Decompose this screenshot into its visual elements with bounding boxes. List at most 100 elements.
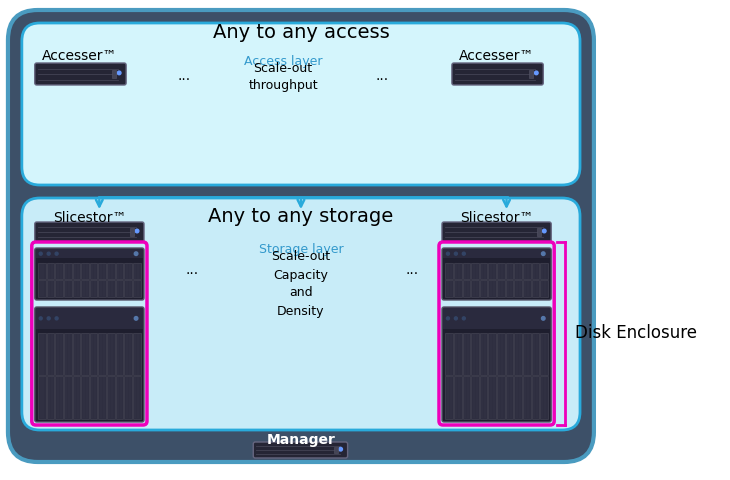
- Bar: [73, 280, 80, 297]
- FancyBboxPatch shape: [35, 248, 144, 300]
- FancyBboxPatch shape: [22, 23, 580, 185]
- Text: Any to any access: Any to any access: [212, 24, 389, 43]
- Bar: [64, 376, 72, 419]
- Bar: [133, 333, 141, 375]
- Bar: [107, 280, 115, 297]
- Bar: [488, 376, 496, 419]
- Bar: [531, 376, 539, 419]
- Bar: [523, 376, 531, 419]
- Bar: [497, 280, 504, 297]
- Bar: [47, 263, 55, 279]
- Text: Slicestor™: Slicestor™: [53, 211, 126, 225]
- Circle shape: [55, 317, 58, 320]
- Bar: [540, 263, 548, 279]
- Circle shape: [134, 252, 138, 255]
- Bar: [107, 376, 115, 419]
- Circle shape: [135, 229, 139, 233]
- Bar: [55, 376, 63, 419]
- Bar: [463, 280, 470, 297]
- Bar: [124, 333, 132, 375]
- Bar: [463, 376, 470, 419]
- Bar: [55, 333, 63, 375]
- Circle shape: [39, 252, 42, 255]
- Bar: [445, 333, 453, 375]
- Bar: [529, 70, 534, 78]
- Circle shape: [118, 71, 121, 75]
- Bar: [515, 333, 522, 375]
- Bar: [443, 249, 550, 258]
- Bar: [90, 263, 98, 279]
- Text: Any to any storage: Any to any storage: [208, 206, 393, 226]
- Circle shape: [454, 252, 458, 255]
- Circle shape: [462, 252, 465, 255]
- Circle shape: [454, 317, 458, 320]
- Text: ...: ...: [406, 263, 419, 277]
- Circle shape: [447, 317, 450, 320]
- Bar: [99, 263, 106, 279]
- Bar: [47, 376, 55, 419]
- Circle shape: [542, 316, 545, 320]
- Bar: [47, 280, 55, 297]
- Text: Access layer: Access layer: [244, 56, 323, 69]
- Circle shape: [55, 252, 58, 255]
- Bar: [537, 228, 541, 236]
- Bar: [488, 333, 496, 375]
- Bar: [488, 280, 496, 297]
- Text: Accesser™: Accesser™: [42, 49, 117, 63]
- Bar: [540, 376, 548, 419]
- Bar: [99, 280, 106, 297]
- Bar: [36, 308, 143, 329]
- Bar: [523, 263, 531, 279]
- Bar: [454, 280, 461, 297]
- Bar: [116, 280, 123, 297]
- Bar: [81, 333, 89, 375]
- Bar: [445, 263, 453, 279]
- Bar: [515, 376, 522, 419]
- Text: Disk Enclosure: Disk Enclosure: [575, 324, 697, 343]
- Bar: [506, 263, 513, 279]
- FancyBboxPatch shape: [442, 248, 551, 300]
- Bar: [38, 280, 46, 297]
- Bar: [443, 308, 550, 329]
- Bar: [506, 376, 513, 419]
- FancyBboxPatch shape: [253, 442, 347, 458]
- Bar: [124, 263, 132, 279]
- Text: ...: ...: [177, 69, 191, 83]
- Text: Scale-out
Capacity
and
Density: Scale-out Capacity and Density: [272, 251, 331, 317]
- Bar: [81, 263, 89, 279]
- Bar: [36, 249, 143, 258]
- Bar: [472, 280, 479, 297]
- Bar: [73, 263, 80, 279]
- Text: Scale-out
throughput: Scale-out throughput: [248, 62, 318, 92]
- Bar: [454, 376, 461, 419]
- Bar: [133, 263, 141, 279]
- Text: Manager: Manager: [266, 433, 335, 447]
- Bar: [133, 376, 141, 419]
- Bar: [55, 280, 63, 297]
- Bar: [90, 333, 98, 375]
- Text: Slicestor™: Slicestor™: [460, 211, 534, 225]
- Bar: [99, 333, 106, 375]
- FancyBboxPatch shape: [35, 222, 144, 242]
- Bar: [472, 333, 479, 375]
- Bar: [73, 333, 80, 375]
- Bar: [116, 333, 123, 375]
- Bar: [334, 447, 338, 453]
- Circle shape: [542, 252, 545, 255]
- Bar: [506, 280, 513, 297]
- Bar: [81, 280, 89, 297]
- Bar: [112, 70, 116, 78]
- Bar: [130, 228, 134, 236]
- FancyBboxPatch shape: [22, 198, 580, 430]
- Bar: [531, 280, 539, 297]
- Bar: [480, 376, 488, 419]
- Bar: [472, 263, 479, 279]
- Circle shape: [447, 252, 450, 255]
- Bar: [116, 376, 123, 419]
- Text: ...: ...: [185, 263, 199, 277]
- Bar: [497, 376, 504, 419]
- Bar: [99, 376, 106, 419]
- Bar: [515, 263, 522, 279]
- Text: Storage layer: Storage layer: [258, 243, 343, 256]
- Bar: [454, 333, 461, 375]
